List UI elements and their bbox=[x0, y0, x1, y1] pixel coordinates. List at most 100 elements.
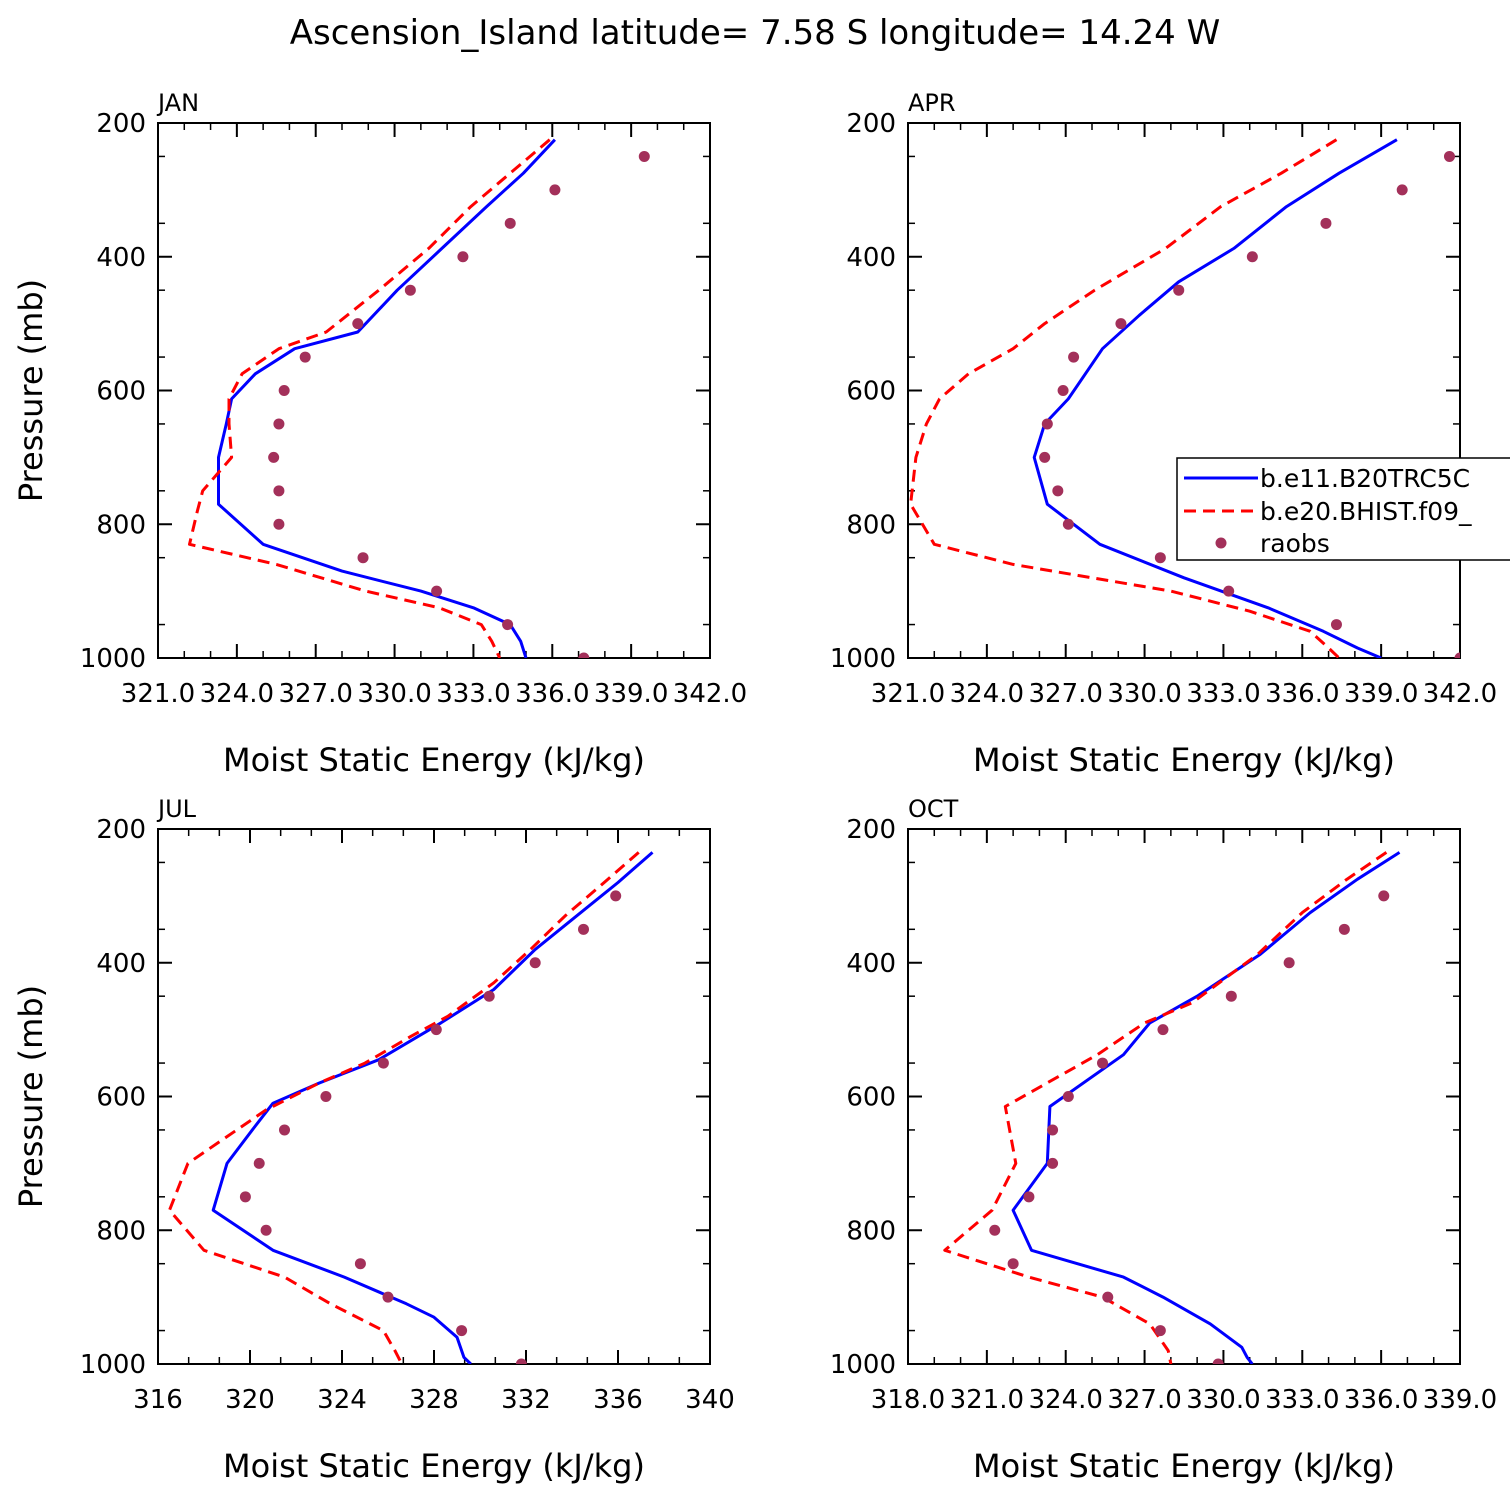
x-axis-label: Moist Static Energy (kJ/kg) bbox=[973, 1447, 1395, 1485]
raobs-point bbox=[1023, 1191, 1035, 1203]
y-tick-label: 800 bbox=[846, 510, 896, 540]
raobs-point bbox=[1154, 552, 1166, 564]
y-tick-label: 800 bbox=[96, 1216, 146, 1246]
series-line-dashed bbox=[168, 851, 640, 1364]
raobs-point bbox=[578, 652, 590, 658]
legend-label: b.e20.BHIST.f09_ bbox=[1260, 497, 1472, 526]
x-tick-label: 324.0 bbox=[200, 679, 274, 709]
y-tick-label: 600 bbox=[96, 377, 146, 407]
x-tick-label: 339.0 bbox=[1423, 1385, 1497, 1415]
raobs-point bbox=[1102, 1291, 1114, 1303]
raobs-point bbox=[1443, 150, 1455, 162]
raobs-point bbox=[578, 923, 589, 935]
raobs-point bbox=[273, 518, 285, 530]
figure-title: Ascension_Island latitude= 7.58 S longit… bbox=[290, 13, 1221, 53]
chart-panel-apr: APR 321.0 324.0 327.0 330.0 333.0 336.0 339.0 34… bbox=[830, 89, 1510, 779]
x-axis-label: Moist Static Energy (kJ/kg) bbox=[223, 741, 645, 779]
data-layer bbox=[909, 138, 1460, 658]
x-tick-label: 328 bbox=[409, 1385, 459, 1415]
y-tick-label: 1000 bbox=[80, 644, 146, 674]
raobs-point bbox=[989, 1224, 1001, 1236]
y-tick-label: 1000 bbox=[830, 1350, 896, 1380]
raobs-point bbox=[504, 217, 516, 229]
x-tick-label: 324.0 bbox=[950, 679, 1024, 709]
raobs-point bbox=[273, 418, 285, 430]
legend-swatch-dot bbox=[1215, 537, 1227, 549]
x-tick-label: 316 bbox=[133, 1385, 183, 1415]
raobs-point bbox=[1454, 652, 1460, 658]
y-axis-label: Pressure (mb) bbox=[12, 279, 50, 502]
panel-label: JAN bbox=[156, 89, 199, 117]
legend-box bbox=[1176, 457, 1510, 561]
series-line-dashed bbox=[943, 851, 1388, 1364]
raobs-point bbox=[299, 351, 311, 363]
x-tick-label: 327.0 bbox=[1107, 1385, 1181, 1415]
x-tick-label: 339.0 bbox=[594, 679, 668, 709]
raobs-point bbox=[377, 1057, 389, 1069]
raobs-point bbox=[1115, 318, 1127, 330]
raobs-point bbox=[273, 485, 285, 497]
raobs-point bbox=[549, 184, 561, 196]
raobs-point bbox=[1212, 1358, 1224, 1364]
raobs-point bbox=[382, 1291, 394, 1303]
x-tick-label: 340 bbox=[685, 1385, 735, 1415]
x-tick-label: 327.0 bbox=[1028, 679, 1102, 709]
y-tick-label: 400 bbox=[846, 949, 896, 979]
raobs-point bbox=[1057, 385, 1069, 396]
y-tick-label: 200 bbox=[96, 109, 146, 139]
raobs-point bbox=[1047, 1124, 1059, 1136]
raobs-point bbox=[1396, 184, 1408, 196]
raobs-point bbox=[1173, 284, 1185, 296]
data-layer bbox=[943, 851, 1401, 1364]
y-tick-label: 600 bbox=[846, 1083, 896, 1113]
chart-panel-oct: OCT 318.0 321.0 324.0 327.0 330.0 333.0 336.0 33… bbox=[830, 795, 1497, 1485]
legend: b.e11.B20TRC5C b.e20.BHIST.f09_raobs bbox=[1176, 457, 1510, 561]
raobs-point bbox=[1097, 1057, 1109, 1069]
x-tick-label: 333.0 bbox=[1265, 1385, 1339, 1415]
x-tick-label: 321.0 bbox=[950, 1385, 1024, 1415]
raobs-point bbox=[1223, 585, 1235, 597]
chart-panel-jan: JAN 321.0 324.0 327.0 330.0 333.0 336.0 339.0 34… bbox=[12, 89, 747, 779]
series-line-dashed bbox=[909, 138, 1341, 658]
panel-label: JUL bbox=[156, 795, 197, 823]
raobs-point bbox=[515, 1358, 527, 1364]
raobs-point bbox=[354, 1258, 366, 1270]
y-tick-label: 600 bbox=[846, 377, 896, 407]
raobs-point bbox=[320, 1091, 332, 1102]
x-tick-label: 330.0 bbox=[1107, 679, 1181, 709]
x-tick-label: 336.0 bbox=[515, 679, 589, 709]
x-tick-label: 327.0 bbox=[278, 679, 352, 709]
y-tick-label: 200 bbox=[96, 815, 146, 845]
raobs-point bbox=[1052, 485, 1064, 497]
raobs-point bbox=[1246, 251, 1258, 263]
panel-label: APR bbox=[908, 89, 956, 117]
raobs-point bbox=[638, 150, 650, 162]
x-tick-label: 333.0 bbox=[1186, 679, 1260, 709]
raobs-point bbox=[1062, 518, 1074, 530]
x-tick-label: 330.0 bbox=[1186, 1385, 1260, 1415]
series-line-solid bbox=[211, 851, 654, 1364]
x-tick-label: 332 bbox=[501, 1385, 551, 1415]
raobs-point bbox=[431, 585, 443, 597]
raobs-point bbox=[268, 451, 280, 463]
raobs-point bbox=[279, 1124, 290, 1136]
chart-panel-jul: JUL 316 320 324 328 332 336 340 200 400 600 800 1000… bbox=[12, 795, 735, 1485]
raobs-point bbox=[529, 957, 541, 969]
raobs-point bbox=[1330, 619, 1342, 631]
y-tick-label: 800 bbox=[96, 510, 146, 540]
x-axis-label: Moist Static Energy (kJ/kg) bbox=[973, 741, 1395, 779]
series-line-dashed bbox=[188, 138, 551, 658]
y-tick-label: 400 bbox=[846, 243, 896, 273]
data-layer bbox=[168, 851, 654, 1364]
x-tick-label: 336.0 bbox=[1344, 1385, 1418, 1415]
panel-label: OCT bbox=[908, 795, 959, 823]
x-tick-label: 324.0 bbox=[1028, 1385, 1102, 1415]
data-layer bbox=[188, 138, 650, 658]
series-line-solid bbox=[217, 138, 556, 658]
raobs-point bbox=[1007, 1258, 1019, 1270]
raobs-point bbox=[1068, 351, 1080, 363]
raobs-point bbox=[1225, 990, 1237, 1002]
raobs-point bbox=[1039, 451, 1051, 463]
